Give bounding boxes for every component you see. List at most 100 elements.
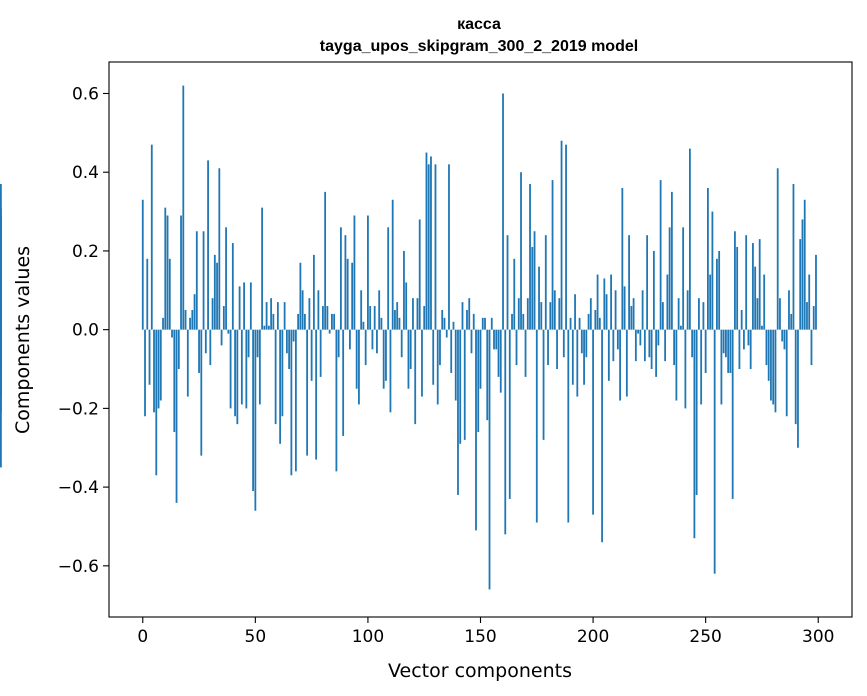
bar: [466, 309, 468, 330]
bar: [216, 262, 218, 330]
bar: [560, 140, 563, 330]
bar: [245, 329, 248, 409]
bar: [150, 144, 153, 330]
bar: [448, 164, 450, 330]
bar: [340, 227, 342, 330]
bar: [430, 156, 432, 330]
bar: [175, 329, 178, 503]
bar: [637, 329, 640, 334]
bar: [263, 325, 266, 330]
bar: [571, 329, 574, 385]
bar: [376, 329, 378, 354]
bar: [738, 329, 741, 370]
bar: [722, 329, 725, 354]
bar: [236, 329, 239, 425]
bar: [146, 258, 149, 330]
bar: [495, 329, 498, 350]
bar: [436, 329, 439, 405]
bar: [445, 329, 448, 338]
bar: [385, 329, 387, 381]
bar: [716, 258, 718, 330]
bar: [785, 329, 788, 417]
bar: [148, 329, 151, 385]
bar: [506, 235, 509, 330]
bar: [490, 317, 493, 330]
bar: [153, 329, 155, 413]
bar: [806, 302, 808, 330]
bar: [407, 329, 410, 389]
bar: [351, 262, 354, 330]
bar: [614, 290, 617, 330]
bar: [596, 274, 599, 330]
bar: [349, 329, 351, 350]
bar: [240, 329, 243, 405]
bar: [312, 254, 315, 330]
bar: [198, 329, 200, 373]
bar: [0, 317, 2, 330]
bar: [326, 306, 329, 330]
bar: [389, 329, 392, 413]
bar: [632, 298, 635, 330]
bar: [517, 298, 520, 330]
bar: [655, 329, 658, 377]
bar: [400, 329, 403, 358]
bar: [252, 329, 254, 492]
bar: [234, 329, 236, 417]
bar: [677, 298, 680, 330]
x-tick-label: 150: [464, 627, 496, 647]
x-axis: 0 50 100 150 200 250 300: [137, 617, 834, 647]
bar: [461, 302, 464, 330]
bar: [790, 313, 793, 330]
bar: [497, 329, 500, 377]
bar: [218, 168, 221, 330]
bar: [247, 329, 250, 358]
bar: [763, 274, 766, 330]
bar: [754, 266, 757, 330]
bar: [303, 313, 306, 330]
bar: [562, 329, 565, 358]
bar: [355, 329, 358, 389]
bar-series: [0, 85, 817, 590]
bar: [173, 329, 176, 432]
y-axis: −0.6 −0.4 −0.2 0.0 0.2 0.4 0.6: [58, 84, 109, 577]
y-tick-label: 0.0: [72, 321, 99, 341]
y-axis-label: Components values: [12, 246, 34, 434]
bar: [463, 329, 466, 440]
bar: [256, 329, 259, 358]
bar: [0, 329, 2, 331]
bar: [418, 219, 421, 330]
bar: [468, 298, 471, 330]
bar: [180, 215, 182, 330]
bar: [369, 306, 372, 330]
bar: [0, 329, 2, 468]
bar: [166, 215, 169, 330]
bar: [779, 298, 781, 330]
bar: [360, 290, 363, 330]
bar: [207, 160, 209, 330]
bar: [272, 313, 275, 330]
bar: [362, 321, 365, 330]
bar: [610, 274, 612, 330]
bar: [756, 298, 759, 330]
bar: [477, 329, 480, 432]
bar: [409, 329, 412, 370]
bar: [691, 329, 694, 358]
bar: [740, 309, 743, 330]
bar: [261, 207, 263, 330]
bar: [335, 329, 338, 472]
bar: [168, 258, 171, 330]
bar: [743, 329, 745, 350]
y-tick-label: −0.4: [58, 478, 99, 498]
bar: [767, 329, 770, 381]
bar: [427, 164, 430, 330]
bar: [265, 302, 268, 330]
bar: [346, 258, 349, 330]
bar: [258, 329, 261, 405]
chart-subtitle: tayga_upos_skipgram_300_2_2019 model: [320, 38, 638, 55]
bar: [157, 329, 160, 409]
bar: [141, 199, 144, 330]
bar: [283, 302, 286, 330]
bar: [781, 329, 784, 342]
bar: [592, 329, 594, 515]
bar: [792, 184, 795, 330]
